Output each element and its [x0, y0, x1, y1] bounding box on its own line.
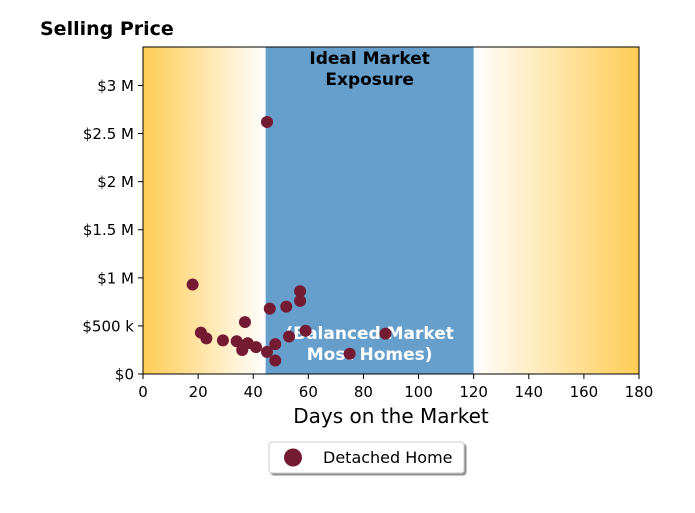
y-tick-label: $500 k	[82, 317, 134, 335]
legend-marker	[284, 448, 302, 467]
x-tick-label: 120	[459, 383, 488, 401]
band-label-top-line-1: Exposure	[325, 70, 414, 90]
band-label-bottom-line-1: Most Homes)	[307, 345, 433, 365]
data-point	[261, 345, 273, 358]
data-point	[200, 332, 213, 345]
plot-frame	[142, 46, 640, 375]
data-points	[186, 116, 392, 367]
data-point	[299, 324, 312, 337]
x-axis: 0 20 40 60 80 100 120 140 160 180	[138, 374, 653, 401]
legend-label: Detached Home	[323, 448, 453, 467]
data-point	[283, 330, 296, 343]
y-axis-title: Selling Price	[40, 18, 174, 40]
data-point	[263, 302, 276, 315]
x-tick-label: 80	[354, 383, 373, 401]
data-point	[379, 327, 392, 340]
x-tick-label: 0	[138, 383, 148, 401]
data-point	[294, 294, 307, 307]
data-point	[280, 300, 293, 313]
data-point	[230, 335, 243, 348]
data-point	[249, 341, 262, 354]
y-tick-label: $2 M	[97, 173, 134, 191]
background-bands	[143, 47, 639, 374]
x-tick-label: 40	[244, 383, 263, 401]
band-label-bottom-line-0: (Balanced Market	[285, 324, 454, 344]
data-point	[343, 347, 356, 360]
legend: Detached Home	[268, 441, 465, 474]
y-tick-label: $1.5 M	[83, 221, 134, 239]
x-tick-label: 140	[514, 383, 543, 401]
x-tick-label: 20	[189, 383, 208, 401]
legend-box	[268, 441, 465, 474]
x-axis-title: Days on the Market	[293, 404, 489, 428]
data-point	[216, 334, 229, 347]
x-tick-label: 100	[404, 383, 433, 401]
y-tick-label: $3 M	[97, 77, 134, 95]
band-2	[473, 47, 639, 374]
y-axis: $0 $500 k $1 M $1.5 M $2 M $2.5 M $3 M	[82, 77, 143, 384]
y-tick-label: $1 M	[97, 269, 134, 287]
y-tick-label: $0	[115, 366, 134, 384]
band-1	[265, 47, 474, 374]
data-point	[261, 116, 273, 129]
data-point	[186, 278, 199, 291]
x-tick-label: 180	[625, 383, 654, 401]
data-point	[269, 354, 282, 367]
y-tick-label: $2.5 M	[83, 125, 134, 143]
data-point	[238, 316, 251, 329]
x-tick-label: 160	[570, 383, 599, 401]
data-point	[269, 338, 282, 351]
x-tick-label: 60	[299, 383, 318, 401]
band-label-top-line-0: Ideal Market	[309, 49, 430, 69]
data-point	[294, 285, 307, 298]
